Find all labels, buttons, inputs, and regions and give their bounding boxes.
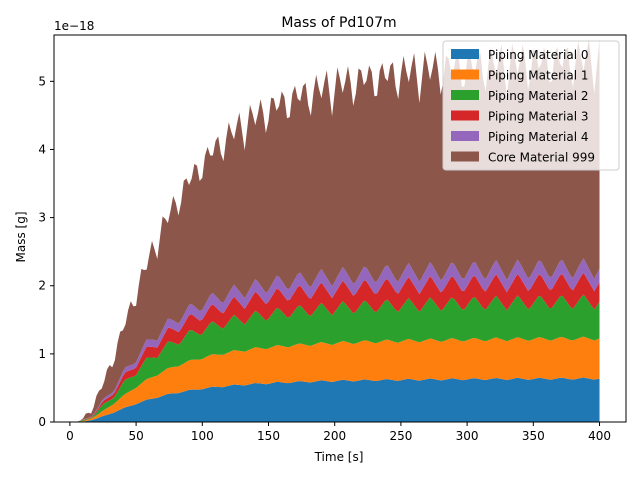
legend-label: Piping Material 1 <box>488 69 589 83</box>
legend-label: Piping Material 2 <box>488 89 589 103</box>
area-series-piping-material-2 <box>69 294 600 422</box>
y-axis-scale-label: 1e−18 <box>54 19 94 33</box>
plot-frame <box>53 34 627 423</box>
y-tick-label: 0 <box>38 415 46 429</box>
legend-label: Core Material 999 <box>488 151 595 165</box>
x-tick-label: 300 <box>456 429 479 443</box>
x-tick-label: 250 <box>389 429 412 443</box>
x-tick-label: 150 <box>257 429 280 443</box>
x-tick-label: 50 <box>128 429 143 443</box>
legend-swatch <box>451 151 479 162</box>
y-tick-label: 4 <box>38 142 46 156</box>
legend-swatch <box>451 69 479 80</box>
legend-label: Piping Material 3 <box>488 110 589 124</box>
x-tick-label: 200 <box>323 429 346 443</box>
x-tick-label: 0 <box>66 429 74 443</box>
legend: Piping Material 0 Piping Material 1 Piping… <box>442 40 620 171</box>
legend-label: Piping Material 4 <box>488 130 589 144</box>
x-tick-label: 100 <box>191 429 214 443</box>
legend-box <box>442 40 620 171</box>
y-tick-label: 1 <box>38 347 46 361</box>
y-tick-label: 2 <box>38 279 46 293</box>
area-series-piping-material-4 <box>69 258 600 422</box>
legend-swatch <box>451 131 479 141</box>
x-tick-label: 400 <box>588 429 611 443</box>
area-series-piping-material-0 <box>69 377 600 422</box>
legend-swatch <box>451 90 479 100</box>
legend-label: Piping Material 0 <box>488 48 589 62</box>
legend-swatch <box>451 110 479 121</box>
x-tick-label: 350 <box>522 429 545 443</box>
y-axis-label: Mass [g] <box>14 211 28 262</box>
y-tick-label: 5 <box>38 74 46 88</box>
y-tick-label: 3 <box>38 211 46 225</box>
x-axis-label: Time [s] <box>314 450 364 464</box>
y-axis-ticks: 0 1 2 3 4 5 <box>38 74 54 429</box>
legend-swatch <box>451 49 479 59</box>
area-series-piping-material-3 <box>69 272 600 422</box>
x-axis-ticks: 0 50 100 150 200 250 300 350 400 <box>66 422 611 443</box>
chart-title: Mass of Pd107m <box>281 15 396 31</box>
area-series-piping-material-1 <box>69 336 600 422</box>
